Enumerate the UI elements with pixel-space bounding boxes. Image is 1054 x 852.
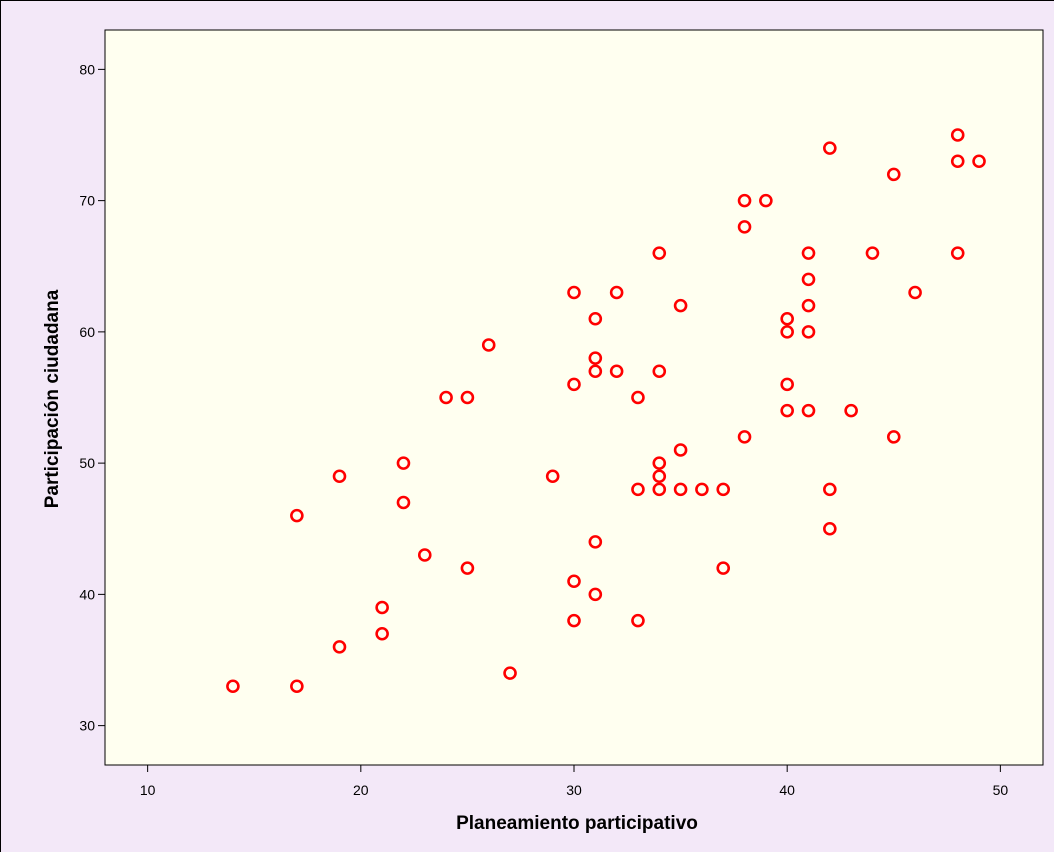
data-point: [716, 482, 731, 497]
data-point: [652, 364, 667, 379]
data-point: [886, 430, 901, 444]
y-tick-label: 40: [79, 586, 95, 602]
data-point: [865, 246, 880, 260]
data-point: [396, 456, 411, 470]
data-point: [780, 325, 794, 339]
x-tick-label: 40: [779, 782, 795, 798]
data-point: [673, 482, 688, 497]
data-point: [673, 298, 688, 313]
data-point: [652, 469, 667, 484]
data-point: [801, 325, 816, 339]
data-point: [460, 561, 475, 575]
x-tick-label: 30: [566, 782, 582, 798]
data-point: [737, 220, 752, 234]
data-point: [226, 679, 240, 694]
data-point: [332, 640, 347, 654]
data-point: [844, 403, 858, 418]
data-point: [460, 390, 475, 405]
y-tick-label: 30: [79, 718, 95, 734]
data-point: [801, 403, 816, 418]
data-point: [780, 311, 794, 326]
data-point: [567, 377, 581, 392]
data-point: [609, 364, 624, 379]
data-point: [567, 285, 581, 300]
data-point: [695, 482, 709, 497]
y-tick-label: 50: [79, 455, 95, 471]
data-point: [886, 167, 901, 182]
data-point: [567, 613, 581, 628]
data-point: [950, 154, 965, 169]
data-point: [332, 469, 347, 484]
data-point: [481, 338, 496, 352]
data-point: [588, 364, 603, 379]
data-point: [588, 311, 603, 326]
data-point: [823, 521, 837, 536]
data-point: [652, 456, 667, 470]
y-tick-label: 60: [79, 324, 95, 340]
data-point: [417, 548, 432, 562]
data-point: [588, 535, 603, 549]
x-axis-title: Planeamiento participativo: [456, 813, 698, 834]
data-point: [545, 469, 560, 484]
data-point: [567, 574, 581, 589]
data-point: [908, 285, 922, 300]
x-axis: 10 20 30 40 50: [140, 765, 1009, 798]
x-tick-label: 20: [353, 782, 369, 798]
data-point: [801, 246, 816, 260]
data-point: [823, 482, 837, 497]
data-point: [396, 495, 411, 510]
data-point: [950, 128, 965, 142]
data-points: [226, 128, 986, 694]
y-tick-label: 80: [79, 61, 95, 77]
data-point: [801, 272, 816, 287]
y-tick-label: 70: [79, 193, 95, 209]
data-point: [588, 587, 603, 602]
data-point: [652, 246, 667, 260]
data-point: [780, 377, 794, 392]
x-tick-label: 10: [140, 782, 156, 798]
data-point: [588, 351, 603, 365]
x-tick-label: 50: [993, 782, 1009, 798]
data-point: [950, 246, 965, 260]
data-point: [737, 430, 752, 444]
data-point: [290, 508, 304, 523]
data-point: [375, 600, 389, 615]
data-point: [716, 561, 731, 575]
data-point: [801, 298, 816, 313]
plot-area: [104, 29, 1044, 766]
data-point: [503, 666, 517, 680]
data-point: [375, 626, 389, 641]
data-point: [631, 482, 645, 497]
y-axis-title: Participación ciudadana: [42, 289, 63, 508]
data-point: [759, 193, 773, 208]
data-point: [631, 613, 645, 628]
data-point: [823, 141, 837, 155]
data-point: [439, 390, 453, 405]
data-point: [737, 193, 752, 208]
data-point: [609, 285, 624, 300]
data-point: [972, 154, 986, 169]
data-point: [290, 679, 304, 694]
data-point: [652, 482, 667, 497]
data-point: [673, 443, 688, 457]
y-axis: 30 40 50 60 70 80: [79, 61, 105, 734]
data-point: [631, 390, 645, 405]
data-point: [780, 403, 794, 418]
